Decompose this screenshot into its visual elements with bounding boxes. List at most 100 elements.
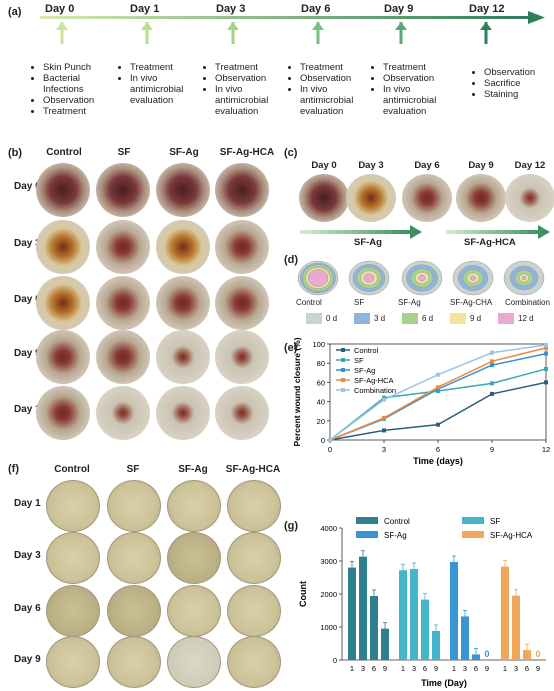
wound-photo (36, 220, 90, 274)
timeline-step-list: TreatmentObservationIn vivo antimicrobia… (373, 62, 455, 117)
row-label: Day 12 (14, 404, 47, 415)
wound-photo (456, 174, 506, 222)
step-item: In vivo antimicrobial evaluation (300, 84, 372, 117)
y-tick-label: 1000 (320, 623, 337, 632)
legend-label: SF (490, 517, 500, 526)
contour-group-label: Control (296, 298, 322, 307)
wound-photo (346, 174, 396, 222)
row-label: Day 3 (14, 238, 41, 249)
culture-plate-photo (107, 636, 161, 688)
panel-d-contours (297, 260, 545, 296)
step-item: Staining (484, 89, 554, 100)
data-point (544, 345, 548, 350)
step-item: Treatment (215, 62, 287, 73)
wound-photo (96, 163, 150, 217)
wound-photo (505, 174, 554, 222)
timeline-day-label: Day 12 (469, 3, 505, 15)
step-item: Sacrifice (484, 78, 554, 89)
wound-photo (215, 163, 269, 217)
x-tick-label: 9 (536, 664, 540, 673)
legend-label: SF (354, 356, 364, 365)
wound-photo (215, 386, 269, 440)
wound-photo (156, 330, 210, 384)
culture-plate-photo (46, 636, 100, 688)
data-point (544, 342, 548, 347)
wound-photo (96, 330, 150, 384)
wound-contour (521, 276, 527, 280)
column-header: SF-Ag-HCA (219, 147, 275, 158)
legend-label: SF-Ag-HCA (354, 376, 394, 385)
culture-plate-photo (227, 585, 281, 637)
timeline-day-label: Day 9 (384, 3, 414, 15)
wound-photo (215, 330, 269, 384)
x-tick-label: 3 (382, 445, 386, 454)
wound-photo (96, 386, 150, 440)
data-point (382, 415, 386, 420)
x-tick-label: 3 (463, 664, 467, 673)
timeline-day-label: Day 1 (130, 3, 160, 15)
legend-label: 0 d (326, 314, 338, 323)
step-item: In vivo antimicrobial evaluation (130, 73, 202, 106)
x-axis-label: Time (Day) (421, 678, 467, 688)
legend-label: 6 d (422, 314, 434, 323)
legend-label: 12 d (518, 314, 534, 323)
culture-plate-photo (227, 532, 281, 584)
zero-label: 0 (535, 649, 540, 659)
data-point (382, 428, 386, 433)
culture-plate-photo (107, 480, 161, 532)
wound-contour (418, 274, 426, 282)
x-tick-label: 1 (401, 664, 405, 673)
data-point (436, 385, 440, 390)
legend-label: 9 d (470, 314, 482, 323)
wound-photo (299, 174, 349, 222)
contour-group-label: SF (354, 298, 365, 307)
step-item: Observation (383, 73, 455, 84)
row-label: Day 3 (14, 550, 41, 561)
x-tick-label: 1 (350, 664, 354, 673)
bar (461, 616, 469, 660)
photo-day-label: Day 9 (468, 160, 494, 171)
step-item: Observation (43, 95, 115, 106)
legend-label: SF-Ag (354, 366, 375, 375)
legend-label: Control (384, 517, 410, 526)
data-point (328, 438, 332, 442)
x-tick-label: 9 (490, 445, 494, 454)
panel-a-timeline (40, 11, 545, 24)
wound-photo (36, 276, 90, 330)
contour-group-label: Combination (505, 298, 550, 307)
column-header: SF (126, 464, 140, 475)
x-tick-label: 3 (514, 664, 518, 673)
step-item: Treatment (300, 62, 372, 73)
step-item: Observation (215, 73, 287, 84)
x-tick-label: 9 (434, 664, 438, 673)
x-tick-label: 9 (383, 664, 387, 673)
bar (421, 599, 429, 660)
wound-photo (215, 220, 269, 274)
row-label: Day 6 (14, 294, 41, 305)
bar (399, 570, 407, 660)
wound-contour (307, 269, 329, 287)
data-point (382, 397, 386, 402)
timeline-day-label: Day 3 (216, 3, 246, 15)
x-tick-label: 6 (474, 664, 478, 673)
legend-swatch (306, 313, 322, 324)
x-tick-label: 3 (361, 664, 365, 673)
panel-d-label: (d) (284, 254, 299, 266)
data-point (544, 366, 548, 371)
culture-plate-photo (227, 480, 281, 532)
x-tick-label: 6 (525, 664, 529, 673)
panel-b-label: (b) (8, 147, 23, 159)
column-header: SF (117, 147, 131, 158)
bar (450, 561, 458, 660)
step-item: Treatment (43, 106, 115, 117)
y-tick-label: 2000 (320, 590, 337, 599)
arrow-label-sf-ag: SF-Ag (354, 237, 382, 248)
column-header: SF-Ag-HCA (225, 464, 281, 475)
culture-plate-photo (107, 585, 161, 637)
y-tick-label: 0 (321, 436, 325, 445)
timeline-step-list: Skin PunchBacterial InfectionsObservatio… (33, 62, 115, 117)
bar (523, 650, 531, 660)
legend-swatch (450, 313, 466, 324)
timeline-step-list: TreatmentIn vivo antimicrobial evaluatio… (120, 62, 202, 106)
